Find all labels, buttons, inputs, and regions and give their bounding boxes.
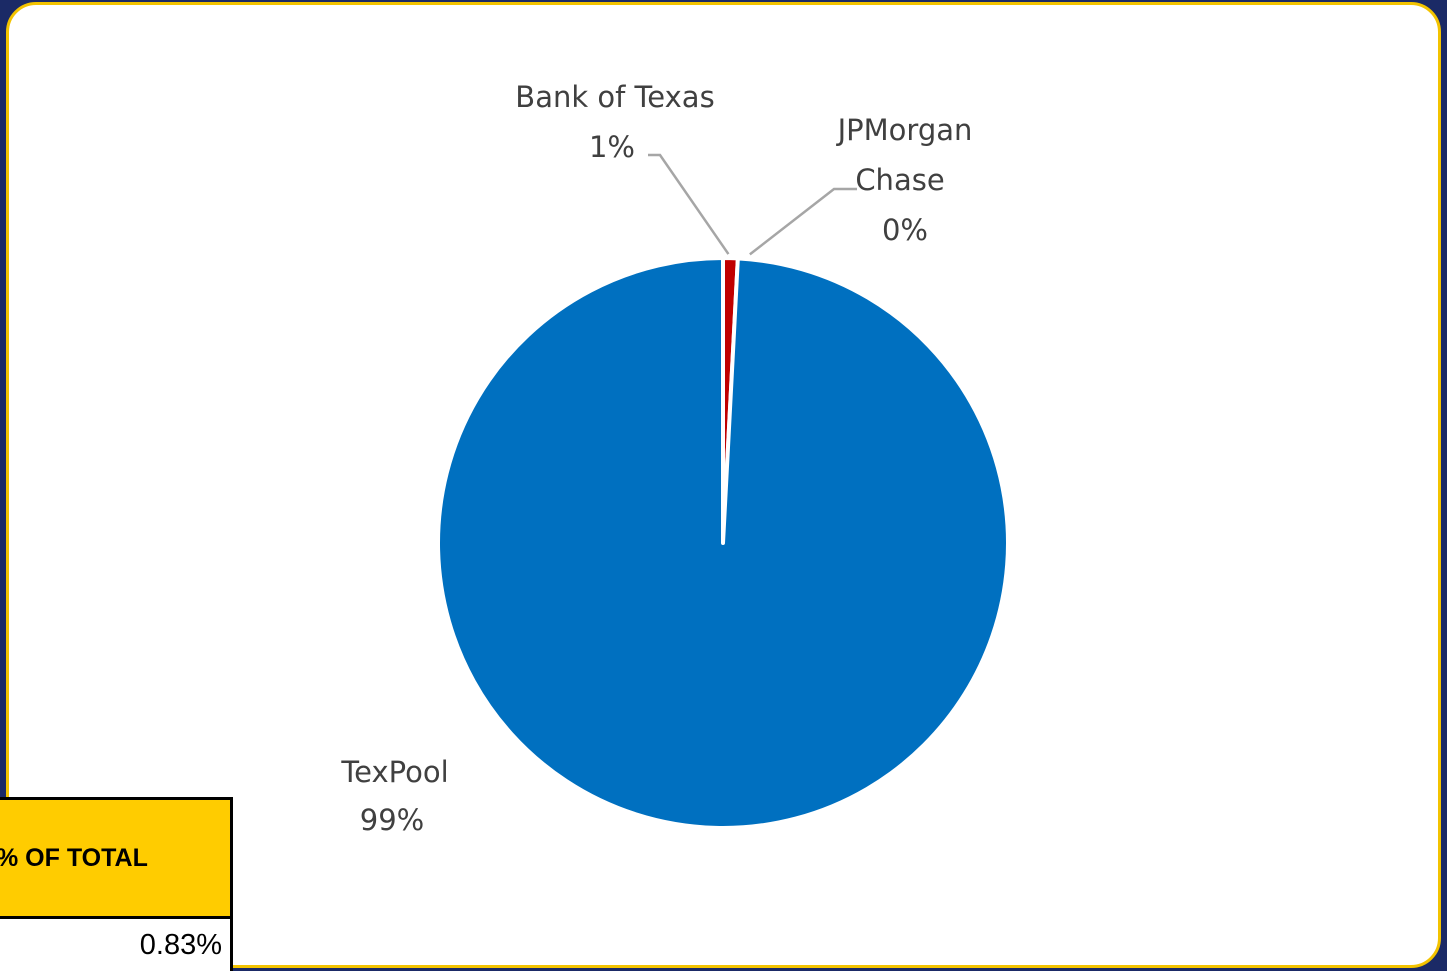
table-cell-percent-value: 0.83% [0,919,233,971]
label-jpmorgan-name-line1: JPMorgan [836,113,973,147]
leader-line-bank-of-texas [648,153,730,255]
background-edge [1443,0,1447,971]
label-texpool-pct: 99% [360,803,424,837]
label-texpool-name: TexPool [340,755,448,789]
leader-line-jpmorgan-chase [749,187,857,256]
label-bank-of-texas-name: Bank of Texas [515,80,714,114]
label-jpmorgan-name-line2: Chase [855,163,944,197]
label-jpmorgan-pct: 0% [882,213,928,247]
label-bank-of-texas-pct: 1% [589,130,635,164]
table-header-percent-of-total: % OF TOTAL [0,797,233,919]
table-header-label: % OF TOTAL [0,843,148,872]
pie-slice-texpool [436,256,1011,830]
